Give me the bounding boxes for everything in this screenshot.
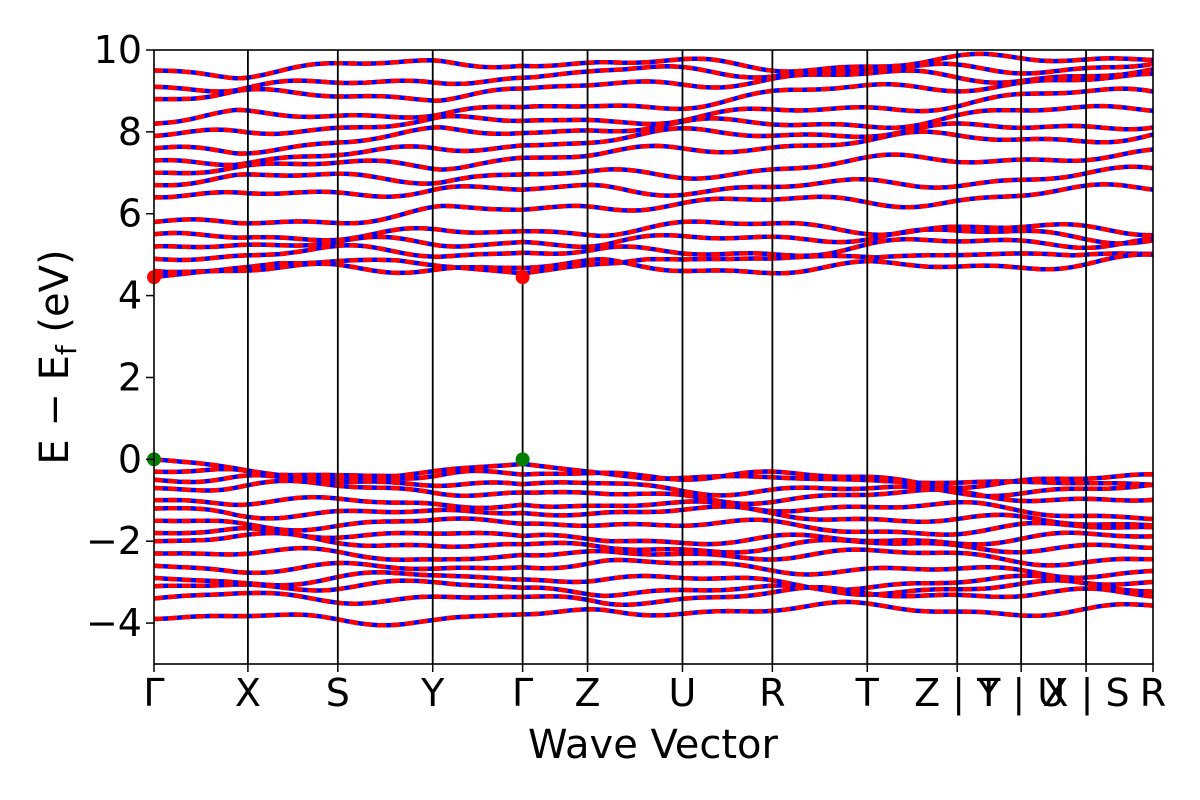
band-spin-up bbox=[154, 67, 1153, 103]
band-spin-up bbox=[154, 129, 1153, 176]
x-tick-label: R bbox=[759, 671, 785, 715]
band-spin-up bbox=[154, 236, 1153, 263]
band-spin-up bbox=[154, 61, 1153, 94]
x-tick-label: R bbox=[1140, 671, 1166, 715]
cbm-marker bbox=[515, 270, 530, 285]
y-tick-label: 2 bbox=[118, 355, 142, 399]
y-tick-label: 0 bbox=[118, 437, 142, 481]
band-spin-up bbox=[154, 86, 1153, 139]
band-spin-up bbox=[154, 121, 1153, 168]
high-symmetry-lines bbox=[247, 50, 1087, 664]
vbm-marker bbox=[515, 452, 530, 467]
band-spin-up bbox=[154, 516, 1153, 537]
x-axis-label: Wave Vector bbox=[528, 722, 779, 768]
x-tick-label: U bbox=[669, 671, 697, 715]
band-spin-up bbox=[154, 557, 1153, 580]
x-tick-label: Z | Y bbox=[914, 671, 1001, 716]
band-spin-up bbox=[154, 219, 1153, 243]
y-tick-label: −2 bbox=[86, 519, 142, 563]
band-spin-up bbox=[154, 478, 1153, 507]
y-axis-label: E − Ef (eV) bbox=[32, 249, 83, 464]
x-tick-label: S bbox=[326, 671, 350, 715]
band-spin-up bbox=[154, 599, 1153, 628]
x-tick-label: Z bbox=[575, 671, 601, 715]
band-spin-up bbox=[154, 466, 1153, 491]
plot-frame bbox=[153, 49, 1154, 665]
y-tick-label: 6 bbox=[118, 192, 142, 236]
band-spin-up bbox=[154, 164, 1153, 200]
band-spin-up bbox=[154, 494, 1153, 522]
x-tick-label: Y bbox=[420, 671, 445, 715]
band-spin-up bbox=[154, 545, 1153, 568]
bands-layer bbox=[154, 51, 1153, 628]
band-spin-up bbox=[154, 252, 1153, 276]
x-tick-label: X | S bbox=[1043, 671, 1130, 716]
band-spin-up bbox=[154, 570, 1153, 593]
band-spin-up bbox=[154, 585, 1153, 607]
y-axis-label-unit: (eV) bbox=[32, 249, 78, 345]
x-tick-label: Γ bbox=[512, 671, 533, 715]
y-tick-label: 10 bbox=[94, 28, 142, 72]
x-tick-label: X bbox=[235, 671, 261, 715]
band-spin-up bbox=[154, 504, 1153, 528]
y-axis-label-subscript: f bbox=[50, 344, 83, 355]
y-tick-label: 4 bbox=[118, 274, 142, 318]
band-spin-up bbox=[154, 147, 1153, 188]
y-tick-label: −4 bbox=[86, 601, 142, 645]
x-tick-label: Γ bbox=[143, 671, 164, 715]
band-spin-down bbox=[154, 129, 1153, 176]
x-tick-label: T bbox=[855, 671, 880, 715]
band-spin-up bbox=[154, 530, 1153, 555]
band-spin-up bbox=[154, 103, 1153, 156]
y-axis-label-main: E − E bbox=[32, 355, 78, 465]
x-tick-label: T | U bbox=[976, 671, 1065, 716]
band-spin-up bbox=[154, 182, 1153, 226]
band-spin-up bbox=[154, 578, 1153, 599]
y-tick-label: 8 bbox=[118, 110, 142, 154]
band-spin-down bbox=[154, 51, 1153, 81]
y-axis: −4 −2 0 2 4 6 8 10 bbox=[86, 28, 154, 645]
band-spin-down bbox=[154, 71, 1153, 126]
band-spin-up bbox=[154, 227, 1153, 250]
